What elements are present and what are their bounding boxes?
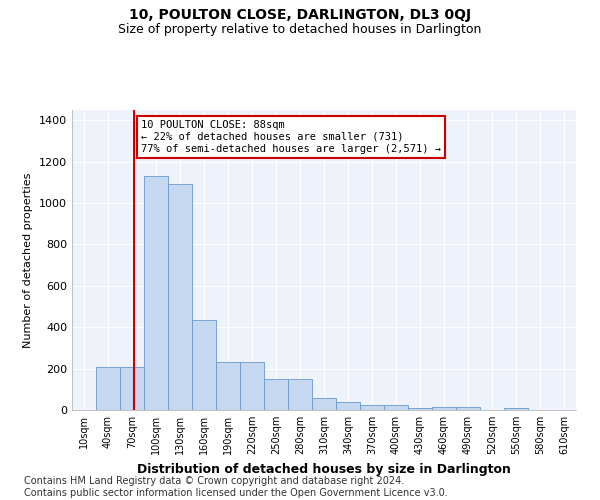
Text: 10, POULTON CLOSE, DARLINGTON, DL3 0QJ: 10, POULTON CLOSE, DARLINGTON, DL3 0QJ	[129, 8, 471, 22]
Bar	[456, 407, 480, 410]
Bar	[504, 408, 528, 410]
Bar	[216, 362, 240, 410]
Bar	[168, 184, 192, 410]
Bar	[408, 408, 432, 410]
Bar	[120, 366, 144, 410]
Bar	[264, 380, 288, 410]
Text: 10 POULTON CLOSE: 88sqm
← 22% of detached houses are smaller (731)
77% of semi-d: 10 POULTON CLOSE: 88sqm ← 22% of detache…	[141, 120, 441, 154]
Text: Size of property relative to detached houses in Darlington: Size of property relative to detached ho…	[118, 22, 482, 36]
Bar	[192, 320, 216, 410]
Bar	[288, 380, 312, 410]
Bar	[336, 402, 360, 410]
Y-axis label: Number of detached properties: Number of detached properties	[23, 172, 34, 348]
Bar	[144, 176, 168, 410]
Bar	[360, 405, 384, 410]
Text: Contains HM Land Registry data © Crown copyright and database right 2024.
Contai: Contains HM Land Registry data © Crown c…	[24, 476, 448, 498]
Bar	[240, 362, 264, 410]
Bar	[312, 398, 336, 410]
Bar	[384, 405, 408, 410]
Bar	[432, 407, 456, 410]
Bar	[96, 367, 120, 410]
X-axis label: Distribution of detached houses by size in Darlington: Distribution of detached houses by size …	[137, 462, 511, 475]
